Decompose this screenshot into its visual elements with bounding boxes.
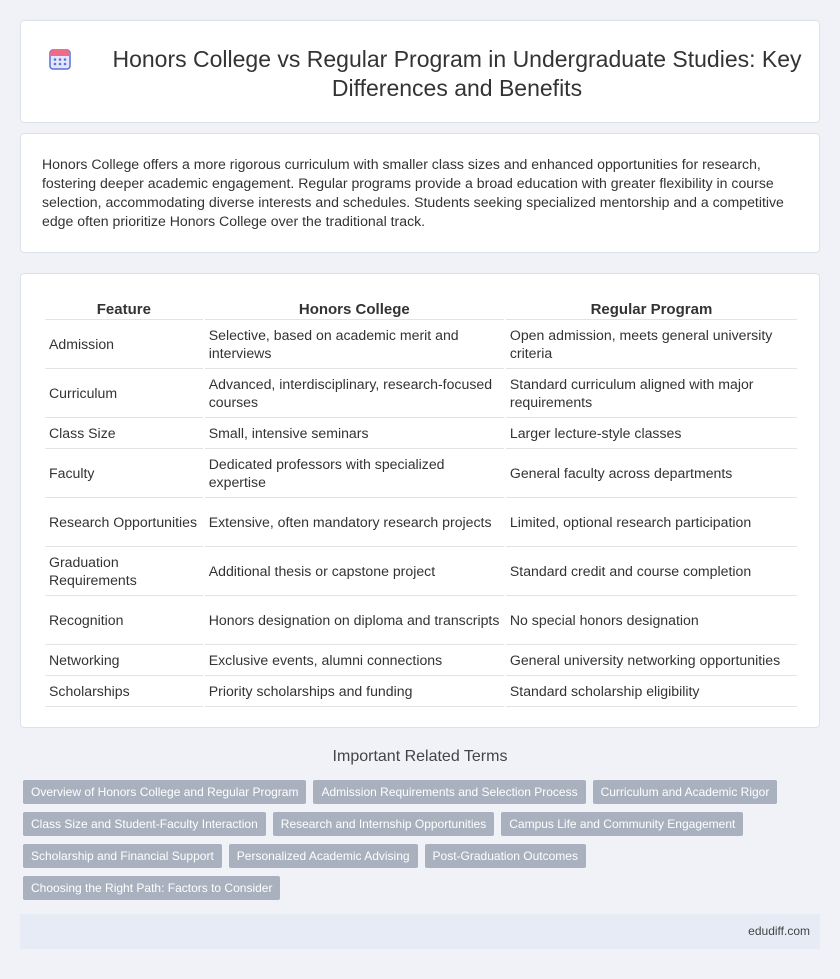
page-title: Honors College vs Regular Program in Und… (112, 46, 802, 101)
regular-cell: Larger lecture-style classes (505, 418, 797, 449)
feature-cell: Curriculum (45, 369, 203, 418)
table-row: Networking Exclusive events, alumni conn… (45, 645, 797, 676)
related-term-tag[interactable]: Campus Life and Community Engagement (501, 812, 744, 836)
feature-cell: Research Opportunities (45, 498, 203, 547)
feature-cell: Class Size (45, 418, 203, 449)
honors-cell: Advanced, interdisciplinary, research-fo… (204, 369, 504, 418)
header-regular-program: Regular Program (505, 296, 797, 320)
table-row: Admission Selective, based on academic m… (45, 320, 797, 369)
related-term-tag[interactable]: Overview of Honors College and Regular P… (23, 780, 307, 804)
related-term-tag[interactable]: Curriculum and Academic Rigor (592, 780, 778, 804)
table-row: Class Size Small, intensive seminars Lar… (45, 418, 797, 449)
honors-cell: Exclusive events, alumni connections (204, 645, 504, 676)
calendar-icon (49, 49, 71, 70)
footer: edudiff.com (20, 914, 820, 949)
feature-cell: Admission (45, 320, 203, 369)
comparison-table: Feature Honors College Regular Program A… (43, 296, 799, 707)
regular-cell: Standard credit and course completion (505, 547, 797, 596)
related-term-tag[interactable]: Scholarship and Financial Support (23, 844, 222, 868)
honors-cell: Selective, based on academic merit and i… (204, 320, 504, 369)
regular-cell: Standard curriculum aligned with major r… (505, 369, 797, 418)
regular-cell: No special honors designation (505, 596, 797, 645)
table-row: Recognition Honors designation on diplom… (45, 596, 797, 645)
feature-cell: Faculty (45, 449, 203, 498)
title-card: Honors College vs Regular Program in Und… (20, 20, 820, 123)
related-terms-tags: Overview of Honors College and Regular P… (23, 780, 803, 908)
intro-paragraph: Honors College offers a more rigorous cu… (42, 156, 784, 229)
related-terms-title: Important Related Terms (332, 748, 508, 765)
related-term-tag[interactable]: Personalized Academic Advising (228, 844, 418, 868)
regular-cell: General university networking opportunit… (505, 645, 797, 676)
footer-site-link[interactable]: edudiff.com (748, 924, 810, 938)
table-row: Graduation Requirements Additional thesi… (45, 547, 797, 596)
related-term-tag[interactable]: Class Size and Student-Faculty Interacti… (23, 812, 266, 836)
header-honors-college: Honors College (204, 296, 504, 320)
regular-cell: Open admission, meets general university… (505, 320, 797, 369)
table-row: Faculty Dedicated professors with specia… (45, 449, 797, 498)
intro-card: Honors College offers a more rigorous cu… (20, 133, 820, 253)
feature-cell: Scholarships (45, 676, 203, 707)
regular-cell: Standard scholarship eligibility (505, 676, 797, 707)
feature-cell: Networking (45, 645, 203, 676)
table-row: Curriculum Advanced, interdisciplinary, … (45, 369, 797, 418)
related-term-tag[interactable]: Research and Internship Opportunities (272, 812, 495, 836)
honors-cell: Priority scholarships and funding (204, 676, 504, 707)
table-header-row: Feature Honors College Regular Program (45, 296, 797, 320)
feature-cell: Graduation Requirements (45, 547, 203, 596)
tag-row: Scholarship and Financial Support Person… (23, 844, 803, 868)
regular-cell: General faculty across departments (505, 449, 797, 498)
tag-row: Overview of Honors College and Regular P… (23, 780, 803, 804)
related-term-tag[interactable]: Admission Requirements and Selection Pro… (313, 780, 586, 804)
regular-cell: Limited, optional research participation (505, 498, 797, 547)
tag-row: Choosing the Right Path: Factors to Cons… (23, 876, 803, 900)
honors-cell: Small, intensive seminars (204, 418, 504, 449)
honors-cell: Extensive, often mandatory research proj… (204, 498, 504, 547)
related-term-tag[interactable]: Choosing the Right Path: Factors to Cons… (23, 876, 281, 900)
table-row: Scholarships Priority scholarships and f… (45, 676, 797, 707)
feature-cell: Recognition (45, 596, 203, 645)
comparison-card: Feature Honors College Regular Program A… (20, 273, 820, 728)
header-feature: Feature (45, 296, 203, 320)
table-row: Research Opportunities Extensive, often … (45, 498, 797, 547)
tag-row: Class Size and Student-Faculty Interacti… (23, 812, 803, 836)
honors-cell: Additional thesis or capstone project (204, 547, 504, 596)
related-term-tag[interactable]: Post-Graduation Outcomes (424, 844, 586, 868)
honors-cell: Dedicated professors with specialized ex… (204, 449, 504, 498)
honors-cell: Honors designation on diploma and transc… (204, 596, 504, 645)
